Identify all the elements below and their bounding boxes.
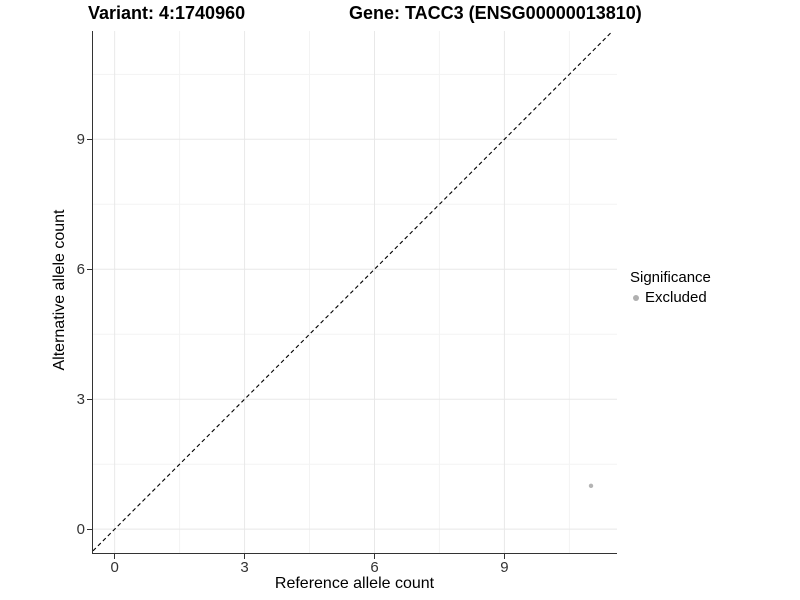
y-axis-tick-mark xyxy=(87,528,92,530)
x-axis-tick-label: 3 xyxy=(240,559,249,576)
y-axis-tick-mark xyxy=(87,398,92,400)
y-axis-tick-label: 6 xyxy=(76,260,85,278)
y-axis-tick-label: 3 xyxy=(76,390,85,408)
data-point xyxy=(588,483,594,489)
x-axis-title: Reference allele count xyxy=(274,575,435,592)
legend-item-label: Excluded xyxy=(645,289,707,306)
legend-items: Excluded xyxy=(630,289,711,306)
y-axis-tick-mark xyxy=(87,138,92,140)
y-axis-tick-label: 9 xyxy=(76,130,85,148)
plot-title-variant: Variant: 4:1740960 xyxy=(88,3,246,23)
x-axis-tick-mark xyxy=(503,554,505,559)
x-axis-tick-mark xyxy=(244,554,246,559)
y-axis-tick-mark xyxy=(87,268,92,270)
x-axis-tick-label: 0 xyxy=(110,559,119,576)
x-axis-tick-label: 6 xyxy=(370,559,379,576)
legend-item: Excluded xyxy=(630,289,711,306)
legend: Significance Excluded xyxy=(630,269,711,306)
x-axis-tick-mark xyxy=(114,554,116,559)
plot-canvas xyxy=(93,31,617,553)
identity-dashed-line xyxy=(93,31,614,552)
legend-title: Significance xyxy=(630,269,711,286)
x-axis-tick-label: 9 xyxy=(500,559,509,576)
y-axis-title: Alternative allele count xyxy=(51,209,68,371)
plot-title-gene: Gene: TACC3 (ENSG00000013810) xyxy=(349,3,642,23)
plot-panel xyxy=(92,31,617,554)
legend-point-icon xyxy=(633,294,639,301)
y-axis-tick-label: 0 xyxy=(76,520,85,538)
x-axis-tick-mark xyxy=(373,554,375,559)
